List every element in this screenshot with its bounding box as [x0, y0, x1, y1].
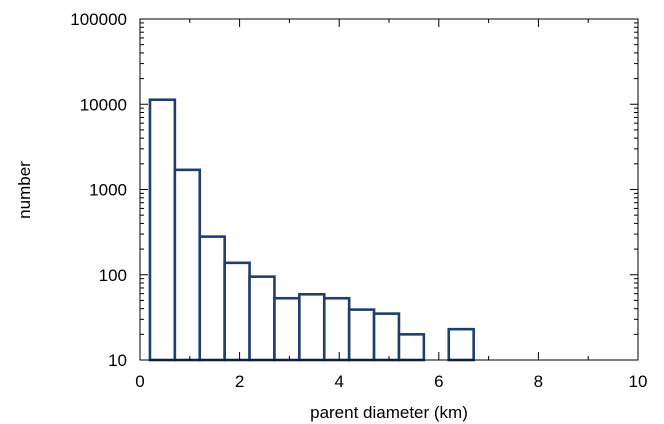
bar-10: [397, 333, 426, 362]
y-tick-label-3: 10000: [80, 95, 127, 114]
bar-1: [173, 168, 202, 362]
bar-4: [248, 275, 276, 362]
y-tick-label-4: 100000: [70, 10, 127, 29]
x-tick-label-4: 8: [534, 372, 543, 391]
bar-6: [298, 292, 326, 362]
x-tick-label-2: 4: [334, 372, 343, 391]
x-axis-label: parent diameter (km): [310, 403, 468, 422]
bar-3: [223, 261, 251, 362]
bar-8: [347, 308, 376, 362]
bars-group: [148, 98, 475, 362]
ticks-group: [139, 18, 639, 361]
bar-7: [322, 296, 351, 362]
y-tick-label-0: 10: [108, 351, 127, 370]
x-tick-label-3: 6: [434, 372, 443, 391]
bar-2: [198, 235, 226, 362]
bar-9: [372, 312, 401, 362]
x-tick-label-1: 2: [235, 372, 244, 391]
x-tick-label-0: 0: [135, 372, 144, 391]
x-tick-label-5: 10: [629, 372, 648, 391]
y-tick-label-1: 100: [99, 266, 127, 285]
y-tick-label-2: 1000: [89, 181, 127, 200]
bar-0: [148, 98, 177, 362]
bar-5: [273, 296, 301, 362]
bar-11: [447, 327, 475, 362]
tick-labels-group: 0 2 4 6 8 10 10 100 1000 10000 100000: [70, 10, 647, 391]
y-axis-label: number: [15, 161, 34, 219]
